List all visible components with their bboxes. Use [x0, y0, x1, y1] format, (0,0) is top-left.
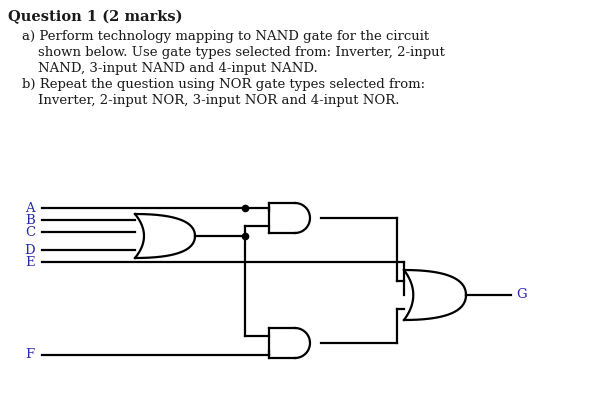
Text: Question 1 (2 marks): Question 1 (2 marks) — [8, 10, 182, 24]
Text: a) Perform technology mapping to NAND gate for the circuit: a) Perform technology mapping to NAND ga… — [22, 30, 429, 43]
Text: b) Repeat the question using NOR gate types selected from:: b) Repeat the question using NOR gate ty… — [22, 78, 425, 91]
Text: F: F — [25, 349, 34, 361]
Text: A: A — [25, 202, 35, 214]
Text: B: B — [25, 214, 35, 226]
Text: D: D — [25, 243, 35, 256]
Text: E: E — [25, 256, 35, 268]
Text: C: C — [25, 226, 35, 239]
Text: NAND, 3-input NAND and 4-input NAND.: NAND, 3-input NAND and 4-input NAND. — [38, 62, 318, 75]
Text: shown below. Use gate types selected from: Inverter, 2-input: shown below. Use gate types selected fro… — [38, 46, 445, 59]
Text: Inverter, 2-input NOR, 3-input NOR and 4-input NOR.: Inverter, 2-input NOR, 3-input NOR and 4… — [38, 94, 399, 107]
Text: G: G — [516, 289, 527, 301]
